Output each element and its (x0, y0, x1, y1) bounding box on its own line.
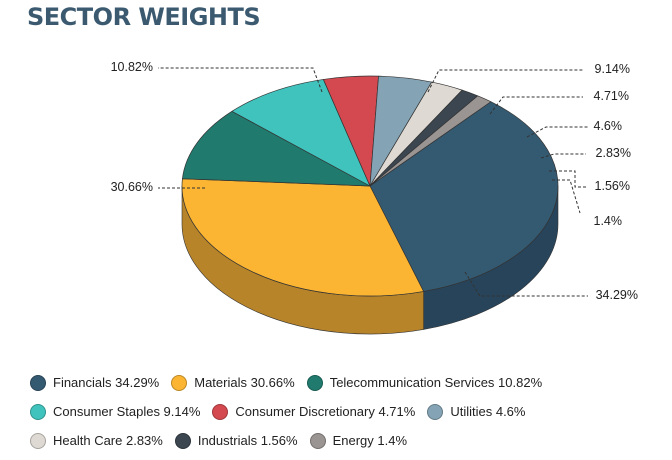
pie-chart: 34.29% 30.66% 10.82% 9.14% 4.71% 4.6% 2.83% 1.5… (111, 60, 638, 335)
slice-label-materials: 30.66% (111, 180, 153, 194)
leader-line-industrials (549, 170, 586, 188)
legend-label: Industrials 1.56% (197, 433, 298, 448)
legend-swatch (174, 432, 191, 449)
legend-row: Health Care 2.83% Industrials 1.56% Energy… (30, 426, 660, 455)
slice-label-financials: 34.29% (596, 288, 638, 302)
slice-label-consumer-discretionary: 4.71% (594, 89, 629, 103)
pie-slice-materials[interactable] (181, 178, 424, 297)
leader-line-consumer-staples (427, 69, 583, 93)
slice-label-telecommunication-services: 10.82% (111, 60, 153, 74)
legend-swatch (427, 403, 444, 420)
leader-line-consumer-discretionary (489, 96, 583, 115)
legend-label: Financials 34.29% (53, 375, 160, 390)
pie-slice-consumer-staples[interactable] (231, 79, 371, 187)
chart-title: SECTOR WEIGHTS (27, 3, 261, 31)
legend-label: Consumer Discretionary 4.71% (235, 404, 416, 419)
slice-label-utilities: 4.6% (594, 119, 623, 133)
leader-line-telecommunication-services (158, 67, 323, 93)
legend-label: Energy 1.4% (332, 433, 408, 448)
legend-item-financials[interactable]: Financials 34.29% (30, 374, 160, 391)
legend-item-materials[interactable]: Materials 30.66% (171, 374, 295, 391)
leader-line-utilities (526, 126, 588, 138)
pie-slice-financials[interactable] (369, 101, 559, 292)
legend-item-health-care[interactable]: Health Care 2.83% (30, 432, 163, 449)
legend-label: Utilities 4.6% (450, 404, 526, 419)
legend-item-energy[interactable]: Energy 1.4% (309, 432, 408, 449)
legend-label: Materials 30.66% (194, 375, 295, 390)
leader-line-energy (552, 179, 581, 214)
legend-swatch (30, 374, 46, 391)
legend-swatch (212, 403, 229, 420)
legend-row: Financials 34.29% Materials 30.66% Telecom… (30, 368, 660, 397)
legend-label: Telecommunication Services 10.82% (329, 375, 543, 390)
slice-label-health-care: 2.83% (596, 146, 631, 160)
legend-item-utilities[interactable]: Utilities 4.6% (427, 403, 526, 420)
pie-tops (181, 75, 559, 297)
pie-slice-telecommunication-services[interactable] (182, 110, 371, 187)
legend-swatch (171, 374, 188, 391)
pie-slice-energy[interactable] (369, 95, 492, 187)
slice-label-energy: 1.4% (594, 214, 623, 228)
legend-label: Consumer Staples 9.14% (53, 404, 201, 419)
legend-swatch (309, 432, 326, 449)
legend-swatch (306, 374, 323, 391)
legend-swatch (30, 432, 46, 449)
leader-line-financials (464, 271, 588, 297)
legend-item-consumer-discretionary[interactable]: Consumer Discretionary 4.71% (212, 403, 416, 420)
slice-label-consumer-staples: 9.14% (595, 62, 630, 76)
legend-label: Health Care 2.83% (53, 433, 163, 448)
legend-item-industrials[interactable]: Industrials 1.56% (174, 432, 298, 449)
legend-item-consumer-staples[interactable]: Consumer Staples 9.14% (30, 403, 201, 420)
legend-row: Consumer Staples 9.14% Consumer Discretio… (30, 397, 660, 426)
legend-swatch (30, 403, 46, 420)
slice-labels: 34.29% 30.66% 10.82% 9.14% 4.71% 4.6% 2.83% 1.5… (111, 60, 638, 302)
slice-label-industrials: 1.56% (595, 179, 630, 193)
legend: Financials 34.29% Materials 30.66% Telecom… (30, 368, 660, 455)
legend-item-telecommunication-services[interactable]: Telecommunication Services 10.82% (306, 374, 543, 391)
